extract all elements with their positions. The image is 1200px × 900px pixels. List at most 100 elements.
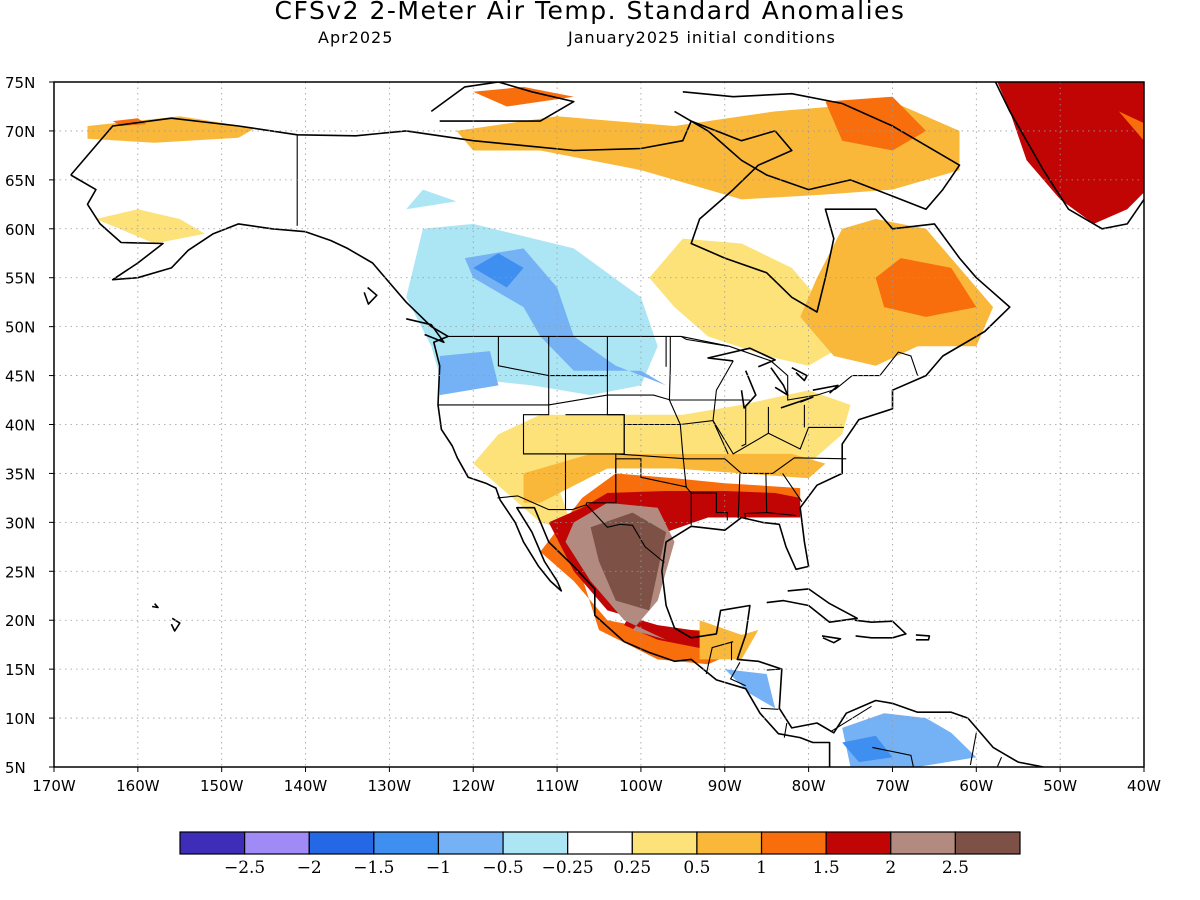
anomaly-cool-northwest xyxy=(439,351,499,396)
lat-label: 55N xyxy=(5,270,35,288)
colorbar-label: 0.25 xyxy=(613,858,651,878)
anomaly-yucatan xyxy=(699,620,759,660)
grid-lines xyxy=(49,81,1145,772)
coastline-11 xyxy=(151,603,159,609)
coastline-19 xyxy=(791,366,808,382)
colorbar-swatch xyxy=(437,831,504,855)
border-line-6 xyxy=(668,336,692,526)
anomaly-greenland-east xyxy=(1118,111,1144,141)
colorbar-label: 1 xyxy=(756,858,767,878)
border-line-15 xyxy=(782,473,803,503)
border-line-13 xyxy=(744,473,768,520)
coastline-13 xyxy=(363,286,378,305)
anomaly-cool-spot-south xyxy=(842,735,893,763)
colorbar-label: −1 xyxy=(426,858,451,878)
border-line-8 xyxy=(565,414,844,455)
lat-label: 25N xyxy=(5,563,35,581)
lat-label: 20N xyxy=(5,612,35,630)
coastline-10 xyxy=(170,617,181,632)
anomaly-baffin-spot xyxy=(825,96,926,151)
border-line-26 xyxy=(729,662,746,687)
colorbar-label: 0.5 xyxy=(683,858,710,878)
longitude-labels: 170W 160W 150W 140W 130W 120W 110W 100W 90W 80W 70… xyxy=(32,777,1161,795)
border-line-33 xyxy=(996,756,1003,767)
anomaly-cool-central-america xyxy=(724,669,776,709)
lon-label: 110W xyxy=(535,777,579,795)
border-line-12 xyxy=(737,473,741,519)
anomaly-alaska-southwest xyxy=(95,209,205,244)
border-line-32 xyxy=(969,732,977,766)
lat-label: 5N xyxy=(5,759,26,777)
border-line-28 xyxy=(760,707,779,710)
coastline-4 xyxy=(430,82,575,122)
border-line-21 xyxy=(680,335,729,347)
lon-label: 170W xyxy=(32,777,76,795)
colorbar-label: −0.25 xyxy=(542,858,594,878)
coastline-2 xyxy=(994,82,1144,230)
colorbar-swatch xyxy=(179,831,246,855)
latitude-labels: 75N 70N 65N 60N 55N 50N 45N 40N 35N 30N 25N 20N 15N 1… xyxy=(5,74,35,777)
anomaly-arctic-warm xyxy=(456,101,960,200)
anomaly-warm-mid xyxy=(523,453,826,503)
colorbar-swatch xyxy=(244,831,310,855)
lat-label: 65N xyxy=(5,172,35,190)
colorbar-swatch xyxy=(308,831,375,855)
colorbar-swatch xyxy=(631,831,698,855)
coastline-12 xyxy=(406,318,445,344)
lon-label: 120W xyxy=(451,777,495,795)
border-line-14 xyxy=(766,512,797,517)
border-line-30 xyxy=(830,705,872,733)
lon-label: 60W xyxy=(959,777,993,795)
colorbar-label: 2.5 xyxy=(942,858,969,878)
colorbar-label: −1.5 xyxy=(353,858,394,878)
colorbar-label: −0.5 xyxy=(482,858,523,878)
lon-label: 100W xyxy=(619,777,663,795)
anomaly-cool-moderate xyxy=(464,248,667,386)
lon-label: 130W xyxy=(368,777,412,795)
border-line-31 xyxy=(872,746,914,767)
coastline-8 xyxy=(915,634,931,641)
border-line-27 xyxy=(766,668,782,671)
coastline-0 xyxy=(70,117,1044,767)
initial-conditions: January2025 initial conditions xyxy=(568,28,836,47)
colorbar-label: 1.5 xyxy=(813,858,840,878)
anomaly-labrador-hot xyxy=(875,258,977,317)
anomaly-alaska-spot xyxy=(112,118,147,126)
colorbar-swatch xyxy=(890,831,956,855)
border-line-9 xyxy=(523,453,847,474)
lon-label: 140W xyxy=(284,777,328,795)
colorbar-swatch xyxy=(373,831,440,855)
lat-label: 60N xyxy=(5,221,35,239)
anomaly-warm-light xyxy=(473,390,851,533)
border-line-17 xyxy=(741,406,747,447)
coastline-16 xyxy=(770,367,789,396)
coastline-6 xyxy=(766,588,859,624)
lat-label: 10N xyxy=(5,710,35,728)
anomaly-greenland-spot xyxy=(1077,14,1161,43)
colorbar-swatch xyxy=(696,831,763,855)
border-line-16 xyxy=(712,360,734,455)
coastline-3 xyxy=(674,91,961,210)
border-line-29 xyxy=(783,722,788,738)
map-frame xyxy=(53,81,1145,768)
lon-label: 150W xyxy=(200,777,244,795)
border-line-24 xyxy=(705,641,734,675)
lat-label: 15N xyxy=(5,661,35,679)
coastline-9 xyxy=(821,635,842,644)
anomaly-greenland-hot xyxy=(997,82,1144,224)
valid-month: Apr2025 xyxy=(318,28,394,47)
anomaly-cool-yukon xyxy=(406,189,457,210)
lon-label: 90W xyxy=(708,777,742,795)
lon-label: 160W xyxy=(116,777,160,795)
colorbar-label: −2.5 xyxy=(224,858,265,878)
lat-label: 75N xyxy=(5,74,35,92)
coastline-14 xyxy=(707,347,776,368)
border-line-1 xyxy=(448,335,919,401)
coastline-layer xyxy=(70,82,1144,767)
coastline-15 xyxy=(740,370,757,409)
lat-label: 50N xyxy=(5,319,35,337)
colorbar-swatch xyxy=(954,831,1021,855)
colorbar-swatch xyxy=(567,831,633,855)
anomaly-extreme xyxy=(590,512,667,611)
